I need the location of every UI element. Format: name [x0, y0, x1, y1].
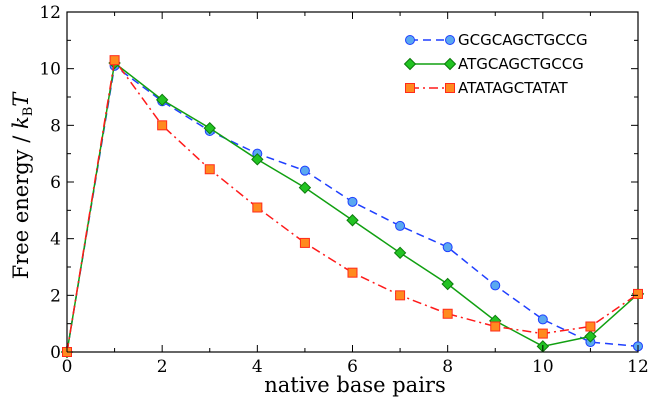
series-1-point — [347, 196, 358, 207]
series-2-point — [203, 121, 216, 135]
series-3-point — [585, 321, 596, 332]
series-2-point — [298, 181, 312, 194]
series-1-point — [395, 220, 406, 231]
legend-marker-3 — [405, 83, 415, 93]
legend: GCGCAGCTGCCG ATGCAGCTGCCG ATATAGCTATAT — [403, 31, 588, 97]
x-tick-label: 10 — [532, 357, 554, 377]
legend-label-3: ATATAGCTATAT — [458, 79, 568, 97]
series-3-point — [537, 328, 548, 339]
legend-label-1: GCGCAGCTGCCG — [458, 31, 588, 49]
axis-group: 0 2 4 6 8 10 12 0 2 4 6 8 10 12 — [39, 3, 648, 377]
series-2-point — [251, 153, 264, 166]
series-3-point — [109, 55, 120, 66]
x-tick-label: 0 — [62, 357, 73, 377]
y-tick-label: 4 — [50, 230, 61, 250]
series-3-point — [442, 308, 453, 319]
legend-marker-1 — [445, 35, 455, 45]
y-tick-label: 10 — [39, 60, 61, 80]
y-axis-title-T: T — [9, 91, 33, 107]
legend-label-2: ATGCAGCTGCCG — [458, 55, 584, 73]
x-tick-label: 6 — [347, 357, 358, 377]
series-2-point — [155, 93, 169, 107]
y-tick-label: 0 — [50, 343, 61, 363]
series-1-point — [490, 280, 501, 291]
series-3-point — [252, 202, 263, 213]
legend-marker-1 — [405, 35, 415, 45]
legend-marker-2 — [443, 57, 457, 71]
y-tick-label: 8 — [50, 116, 61, 136]
series-3-point — [347, 267, 358, 278]
series-2 — [60, 56, 645, 359]
series-2-point — [584, 330, 597, 343]
series-2-line — [66, 61, 639, 353]
y-axis-title-k: k — [9, 116, 33, 129]
series-1-point — [299, 165, 310, 176]
y-axis-title-subscript: B — [21, 107, 36, 117]
series-2-point — [346, 214, 359, 227]
series-2-point — [393, 246, 407, 260]
y-tick-label: 6 — [50, 173, 61, 193]
y-axis-title: Free energy / kBT — [9, 91, 36, 280]
series-2-point — [441, 277, 454, 291]
series-1-line — [66, 64, 639, 353]
series-1 — [62, 60, 643, 357]
series-3-point — [204, 164, 215, 175]
y-tick-label: 12 — [39, 3, 61, 23]
x-tick-label: 4 — [252, 357, 263, 377]
series-3-point — [633, 288, 643, 299]
series-3-point — [157, 120, 168, 131]
x-axis-title: native base pairs — [264, 373, 446, 397]
legend-marker-2 — [403, 57, 417, 71]
x-tick-label: 12 — [627, 357, 649, 377]
y-tick-label: 2 — [50, 286, 61, 306]
series-1-point — [537, 314, 548, 325]
series-3-point — [490, 321, 501, 332]
series-1-point — [442, 242, 453, 253]
x-tick-label: 8 — [442, 357, 453, 377]
series-3-point — [299, 237, 310, 248]
series-3-point — [395, 290, 406, 301]
y-axis-title-main: Free energy / — [9, 129, 33, 279]
x-tick-label: 2 — [157, 357, 168, 377]
series-group — [60, 55, 645, 359]
legend-marker-3 — [445, 83, 455, 93]
